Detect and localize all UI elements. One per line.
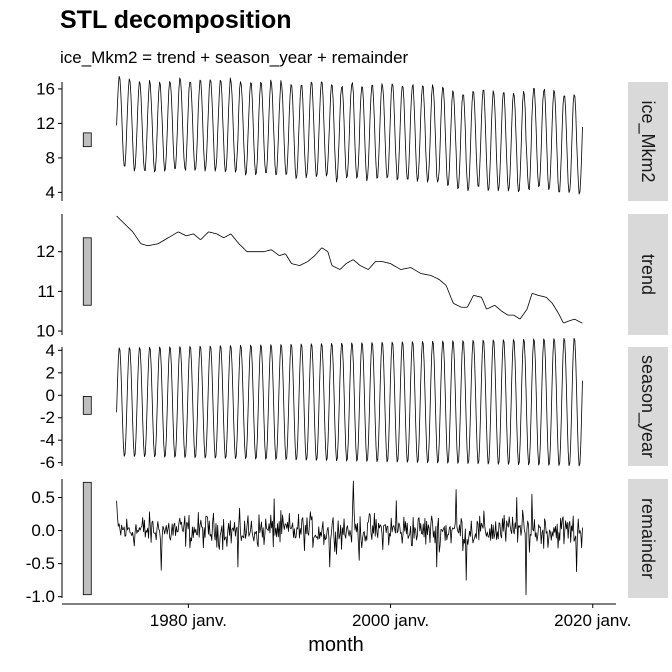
- y-tick-label-trend: 10: [36, 322, 55, 341]
- y-tick-label-ice_Mkm2: 8: [46, 148, 55, 167]
- x-tick-label: 2020 janv.: [554, 611, 631, 630]
- scale-bar-remainder: [82, 481, 92, 596]
- facet-strip-season_year: [628, 347, 668, 466]
- y-tick-label-remainder: 0.5: [31, 488, 55, 507]
- y-tick-label-remainder: -1.0: [26, 587, 55, 606]
- y-tick-label-season_year: 4: [46, 341, 55, 360]
- series-line-ice_Mkm2: [116, 75, 583, 195]
- facet-strip-remainder: [628, 479, 668, 598]
- y-tick-label-season_year: -2: [40, 408, 55, 427]
- y-tick-label-ice_Mkm2: 12: [36, 114, 55, 133]
- facet-label-trend: trend: [638, 254, 658, 295]
- series-line-season_year: [116, 337, 583, 467]
- series-line-remainder: [116, 480, 583, 596]
- y-tick-label-season_year: -4: [40, 431, 55, 450]
- x-axis-label: month: [308, 634, 364, 656]
- x-tick-label: 1980 janv.: [150, 611, 227, 630]
- series-line-trend: [116, 215, 583, 324]
- scale-bar-ice_Mkm2: [82, 132, 92, 148]
- facet-label-remainder: remainder: [638, 498, 658, 579]
- y-tick-label-ice_Mkm2: 4: [46, 183, 55, 202]
- scale-bar-season_year: [82, 395, 92, 415]
- chart-subtitle: ice_Mkm2 = trend + season_year + remaind…: [60, 48, 409, 67]
- y-tick-label-ice_Mkm2: 16: [36, 79, 55, 98]
- y-tick-label-season_year: -6: [40, 453, 55, 472]
- y-tick-label-trend: 11: [37, 282, 55, 301]
- scale-bar-trend: [82, 237, 92, 306]
- facet-strip-ice_Mkm2: [628, 82, 668, 201]
- y-tick-label-remainder: 0.0: [31, 521, 55, 540]
- y-tick-label-season_year: 2: [46, 363, 55, 382]
- facet-strip-trend: [628, 214, 668, 335]
- chart-title: STL decomposition: [60, 6, 292, 34]
- y-tick-label-season_year: 0: [46, 386, 55, 405]
- y-tick-label-trend: 12: [36, 242, 55, 261]
- x-tick-label: 2000 janv.: [352, 611, 429, 630]
- facet-label-season_year: season_year: [637, 355, 658, 458]
- facet-label-ice_Mkm2: ice_Mkm2: [637, 100, 658, 182]
- y-tick-label-remainder: -0.5: [26, 554, 55, 573]
